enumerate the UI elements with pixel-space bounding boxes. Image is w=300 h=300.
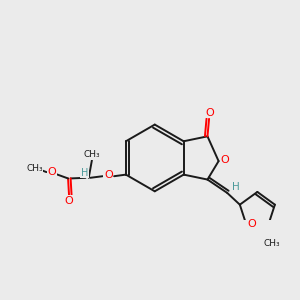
Text: O: O: [205, 107, 214, 118]
Text: CH₃: CH₃: [26, 164, 43, 173]
Text: H: H: [81, 168, 88, 178]
Text: O: O: [104, 170, 113, 180]
Text: O: O: [220, 155, 229, 165]
Text: CH₃: CH₃: [263, 239, 280, 248]
Text: O: O: [47, 167, 56, 177]
Text: H: H: [232, 182, 240, 192]
Text: O: O: [248, 219, 256, 229]
Text: CH₃: CH₃: [84, 150, 100, 159]
Text: O: O: [64, 196, 74, 206]
